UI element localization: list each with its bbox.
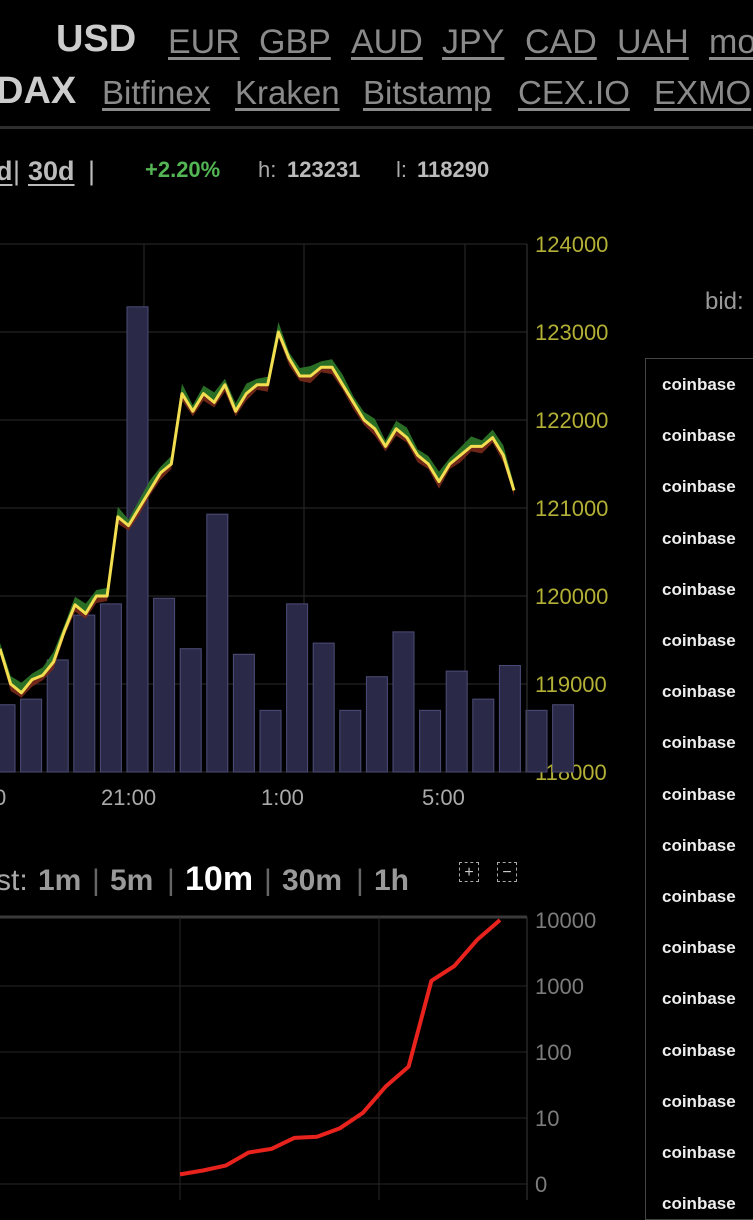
order-book-exchange-name: coinbase <box>662 375 736 394</box>
order-book-exchange-name: coinbase <box>662 1194 736 1214</box>
volume-bar <box>20 698 43 773</box>
depth-step-separator: | <box>92 864 100 897</box>
order-book-exchange-name: coinbase <box>662 835 736 855</box>
order-book-exchange-name: coinbase <box>662 579 736 599</box>
order-book-exchange-name: coinbase <box>662 938 736 958</box>
order-book-exchange-name: coinbase <box>662 426 736 446</box>
volume-bar <box>99 603 122 773</box>
depth-step-separator: | <box>167 864 175 897</box>
depth-step-separator: | <box>356 864 364 897</box>
high-value: 123231 <box>287 157 361 182</box>
y-tick-label: 1000 <box>535 974 584 999</box>
exchange-link-kraken[interactable]: Kraken <box>235 74 340 111</box>
x-tick-label: 5:00 <box>422 785 465 810</box>
exchange-link-exmo[interactable]: EXMO <box>654 74 752 111</box>
volume-bar <box>73 614 96 773</box>
y-tick-label: 10 <box>535 1106 559 1131</box>
low-value: 118290 <box>417 157 490 182</box>
volume-bar <box>392 631 415 773</box>
y-tick-label: 10000 <box>535 908 596 933</box>
bid-label: bid: <box>705 288 744 315</box>
y-tick-label: 100 <box>535 1040 572 1065</box>
currency-usd-active[interactable]: USD <box>56 18 137 60</box>
order-book-exchange-name: coinbase <box>662 528 736 548</box>
y-tick-label: 119000 <box>535 672 607 697</box>
depth-step-label: st: <box>0 864 28 897</box>
exchange-link-bitstamp[interactable]: Bitstamp <box>363 74 492 111</box>
volume-bar <box>286 603 309 773</box>
zoom-in-button[interactable]: + <box>459 862 479 882</box>
x-tick-label: 0 <box>0 785 6 810</box>
y-tick-label: 124000 <box>535 232 608 257</box>
order-book-exchange-name: coinbase <box>662 784 736 804</box>
order-book-exchange-name: coinbase <box>662 887 736 906</box>
currency-link-eur[interactable]: EUR <box>168 23 240 61</box>
order-book-exchange-name: coinbase <box>662 1143 736 1162</box>
y-tick-label: 120000 <box>535 584 608 609</box>
volume-bar <box>259 709 282 773</box>
volume-bar <box>339 709 362 773</box>
header-divider <box>0 126 753 129</box>
volume-bar <box>498 665 521 773</box>
depth-step-1m[interactable]: 1m <box>38 864 82 897</box>
currency-link-gbp[interactable]: GBP <box>259 23 331 61</box>
currency-link-uah[interactable]: UAH <box>617 23 689 61</box>
volume-bar <box>179 648 202 773</box>
volume-bar <box>46 659 69 773</box>
volume-bar <box>312 642 335 773</box>
low-label: l: <box>396 157 407 182</box>
order-book-table: coinbase coinbase coinbase coinbase coinbase… <box>645 358 753 1220</box>
ask-band <box>0 322 514 693</box>
volume-bar <box>419 709 442 773</box>
period-tab-1d[interactable]: d <box>0 156 13 186</box>
depth-line <box>179 918 502 1177</box>
volume-bar <box>153 597 176 773</box>
high-label: h: <box>258 157 277 182</box>
order-book-exchange-name: coinbase <box>662 733 736 753</box>
currency-link-cad[interactable]: CAD <box>525 23 597 61</box>
order-book-exchange-name: coinbase <box>662 631 736 650</box>
order-book-exchange-name: coinbase <box>662 989 736 1009</box>
y-tick-label: 0 <box>535 1172 547 1197</box>
price-chart[interactable]: 1240001230001220001210001200001190001180… <box>0 230 640 820</box>
exchange-dax-active[interactable]: DAX <box>0 70 77 112</box>
order-book-exchange-name: coinbase <box>662 1091 736 1111</box>
exchange-link-cexio[interactable]: CEX.IO <box>518 74 630 111</box>
price-line <box>0 330 516 695</box>
y-tick-label: 123000 <box>535 320 608 345</box>
depth-step-30m[interactable]: 30m <box>282 864 343 897</box>
order-book-exchange-name: coinbase <box>662 477 736 497</box>
period-separator: | <box>88 156 96 186</box>
depth-step-separator: | <box>264 864 272 897</box>
zoom-out-button[interactable]: − <box>497 862 517 882</box>
volume-bar <box>232 653 255 773</box>
volume-bar <box>206 513 229 773</box>
period-tab-30d[interactable]: 30d <box>28 156 75 186</box>
y-tick-label: 121000 <box>535 496 608 521</box>
currency-link-more[interactable]: mo <box>709 23 753 61</box>
depth-step-1h[interactable]: 1h <box>374 864 410 897</box>
order-book-exchange-name: coinbase <box>662 1040 736 1060</box>
volume-bar <box>126 306 149 773</box>
volume-bar <box>552 704 575 773</box>
price-change-percent: +2.20% <box>145 157 221 182</box>
volume-bar <box>472 698 495 773</box>
currency-link-jpy[interactable]: JPY <box>442 23 505 61</box>
volume-bar <box>525 709 548 773</box>
order-book-exchange-name: coinbase <box>662 682 736 702</box>
volume-bar <box>0 704 16 773</box>
x-tick-label: 1:00 <box>261 785 304 810</box>
depth-step-10m[interactable]: 10m <box>185 860 254 898</box>
x-tick-label: 21:00 <box>101 785 156 810</box>
volume-bar <box>445 670 468 773</box>
exchange-link-bitfinex[interactable]: Bitfinex <box>102 74 211 111</box>
currency-link-aud[interactable]: AUD <box>351 23 423 61</box>
volume-bar <box>365 676 388 773</box>
y-tick-label: 122000 <box>535 408 608 433</box>
period-separator: | <box>13 156 21 186</box>
depth-step-5m[interactable]: 5m <box>110 864 154 897</box>
